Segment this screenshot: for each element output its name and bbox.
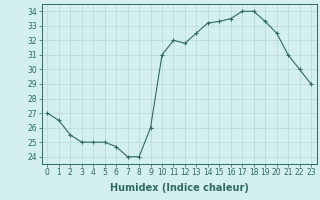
X-axis label: Humidex (Indice chaleur): Humidex (Indice chaleur)	[110, 183, 249, 193]
